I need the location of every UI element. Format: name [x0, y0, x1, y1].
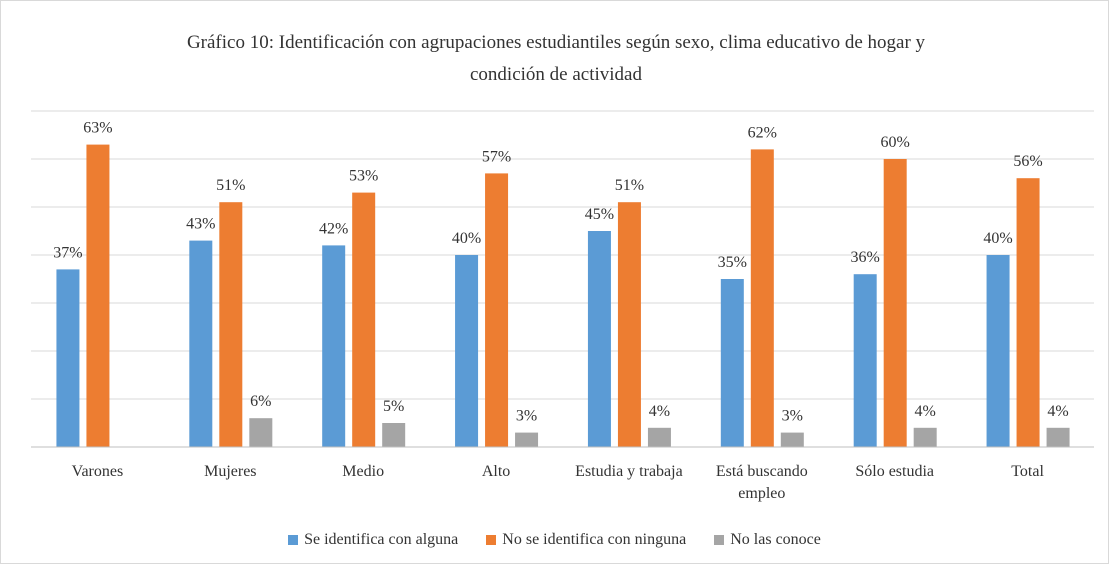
- bar: [485, 173, 509, 447]
- x-tick-label: Total: [1011, 463, 1044, 480]
- bar: [617, 202, 641, 447]
- value-label: 56%: [1013, 153, 1042, 170]
- value-label: 43%: [186, 216, 215, 233]
- value-label: 40%: [452, 230, 481, 247]
- legend-swatch: [288, 535, 299, 545]
- bar: [455, 255, 479, 447]
- bar: [515, 432, 539, 447]
- value-label: 51%: [216, 177, 245, 194]
- legend-item: No se identifica con ninguna: [486, 531, 686, 549]
- bar: [1046, 427, 1070, 447]
- value-label: 4%: [1047, 403, 1068, 420]
- value-label: 5%: [383, 398, 404, 415]
- legend-swatch: [486, 535, 497, 545]
- legend-label: No las conoce: [730, 531, 821, 548]
- x-tick-label: Medio: [342, 463, 385, 480]
- bar: [750, 149, 774, 447]
- bar: [249, 418, 273, 447]
- value-label: 62%: [748, 124, 777, 141]
- x-tick-label: Está buscando empleo: [715, 463, 808, 502]
- value-label: 37%: [53, 244, 82, 261]
- value-label: 35%: [718, 254, 747, 271]
- bar: [883, 159, 907, 447]
- x-tick-label: Varones: [71, 463, 124, 480]
- value-label: 4%: [649, 403, 670, 420]
- x-tick-label: Alto: [481, 463, 511, 480]
- value-label: 3%: [782, 408, 803, 425]
- value-label: 53%: [349, 168, 378, 185]
- value-label: 60%: [881, 134, 910, 151]
- legend: Se identifica con alguna No se identifica…: [1, 531, 1108, 549]
- bar: [587, 231, 611, 447]
- value-label: 51%: [615, 177, 644, 194]
- chart-title: Gráfico 10: Identificación con agrupacio…: [186, 32, 926, 85]
- value-label: 3%: [516, 408, 537, 425]
- bar: [780, 432, 804, 447]
- value-label: 4%: [915, 403, 936, 420]
- value-label: 42%: [319, 220, 348, 237]
- value-label: 63%: [83, 120, 112, 137]
- x-tick-label: Estudia y trabaja: [575, 463, 683, 480]
- bar: [647, 427, 671, 447]
- bar: [322, 245, 346, 447]
- bar: [56, 269, 80, 447]
- value-label: 57%: [482, 148, 511, 165]
- value-label: 40%: [983, 230, 1012, 247]
- value-label: 36%: [851, 249, 880, 266]
- bar: [913, 427, 937, 447]
- bar: [219, 202, 243, 447]
- legend-label: No se identifica con ninguna: [502, 531, 687, 548]
- x-tick-label: Mujeres: [204, 463, 257, 480]
- legend-item: Se identifica con alguna: [288, 531, 458, 549]
- bar: [1016, 178, 1040, 447]
- bar: [189, 240, 213, 447]
- legend-item: No las conoce: [714, 531, 821, 549]
- bar: [986, 255, 1010, 447]
- bar: [352, 192, 376, 447]
- bar: [853, 274, 877, 447]
- value-label: 45%: [585, 206, 614, 223]
- bar: [382, 423, 406, 447]
- value-label: 6%: [250, 393, 271, 410]
- x-tick-label: Sólo estudia: [855, 463, 935, 480]
- legend-swatch: [714, 535, 725, 545]
- bar: [86, 144, 110, 447]
- bar: [720, 279, 744, 447]
- legend-label: Se identifica con alguna: [304, 531, 459, 548]
